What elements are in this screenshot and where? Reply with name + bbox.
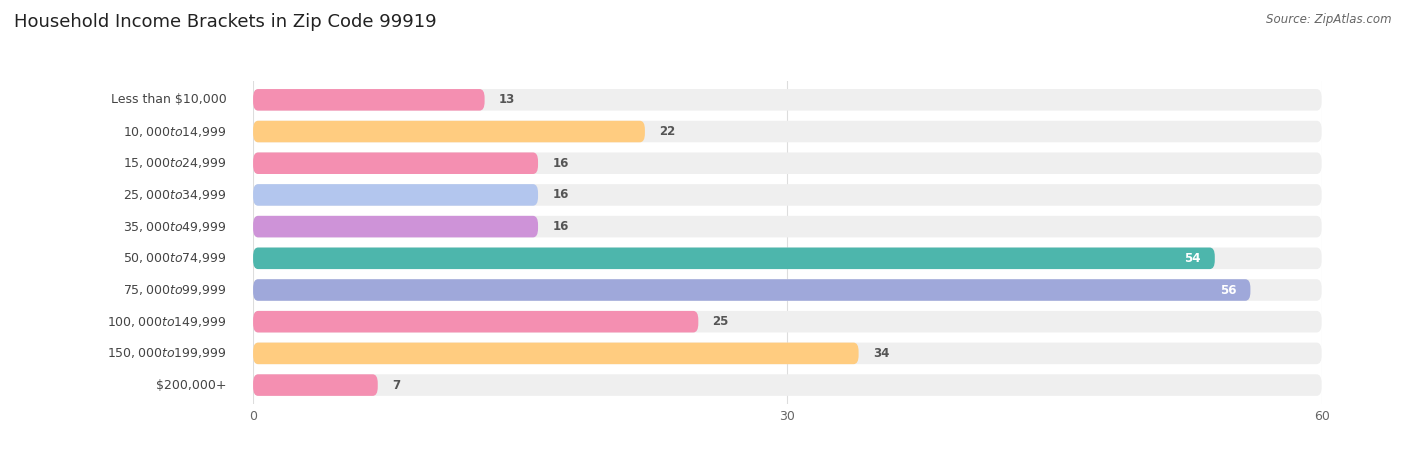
- FancyBboxPatch shape: [253, 311, 699, 332]
- FancyBboxPatch shape: [253, 279, 1250, 301]
- FancyBboxPatch shape: [253, 311, 1322, 332]
- Text: 25: 25: [713, 315, 728, 328]
- FancyBboxPatch shape: [253, 153, 538, 174]
- FancyBboxPatch shape: [253, 121, 1322, 142]
- Text: 56: 56: [1219, 283, 1236, 296]
- Text: 7: 7: [392, 379, 401, 392]
- FancyBboxPatch shape: [253, 247, 1215, 269]
- FancyBboxPatch shape: [253, 247, 1322, 269]
- FancyBboxPatch shape: [253, 153, 1322, 174]
- Text: Less than $10,000: Less than $10,000: [111, 93, 226, 106]
- Text: 16: 16: [553, 157, 568, 170]
- Text: 16: 16: [553, 189, 568, 202]
- FancyBboxPatch shape: [253, 89, 485, 110]
- Text: 34: 34: [873, 347, 889, 360]
- FancyBboxPatch shape: [253, 89, 1322, 110]
- Text: $200,000+: $200,000+: [156, 379, 226, 392]
- FancyBboxPatch shape: [253, 279, 1322, 301]
- Text: $150,000 to $199,999: $150,000 to $199,999: [107, 346, 226, 361]
- Text: 16: 16: [553, 220, 568, 233]
- Text: $35,000 to $49,999: $35,000 to $49,999: [122, 220, 226, 233]
- Text: $10,000 to $14,999: $10,000 to $14,999: [122, 124, 226, 139]
- FancyBboxPatch shape: [253, 216, 1322, 238]
- Text: $50,000 to $74,999: $50,000 to $74,999: [122, 251, 226, 265]
- Text: $15,000 to $24,999: $15,000 to $24,999: [122, 156, 226, 170]
- FancyBboxPatch shape: [253, 184, 1322, 206]
- Text: Source: ZipAtlas.com: Source: ZipAtlas.com: [1267, 13, 1392, 26]
- FancyBboxPatch shape: [253, 216, 538, 238]
- FancyBboxPatch shape: [253, 343, 1322, 364]
- FancyBboxPatch shape: [253, 343, 859, 364]
- Text: 54: 54: [1184, 252, 1201, 265]
- Text: 22: 22: [659, 125, 675, 138]
- FancyBboxPatch shape: [253, 374, 378, 396]
- Text: Household Income Brackets in Zip Code 99919: Household Income Brackets in Zip Code 99…: [14, 13, 437, 31]
- FancyBboxPatch shape: [253, 121, 645, 142]
- FancyBboxPatch shape: [253, 184, 538, 206]
- Text: $75,000 to $99,999: $75,000 to $99,999: [122, 283, 226, 297]
- Text: 13: 13: [499, 93, 515, 106]
- Text: $25,000 to $34,999: $25,000 to $34,999: [122, 188, 226, 202]
- Text: $100,000 to $149,999: $100,000 to $149,999: [107, 315, 226, 329]
- FancyBboxPatch shape: [253, 374, 1322, 396]
